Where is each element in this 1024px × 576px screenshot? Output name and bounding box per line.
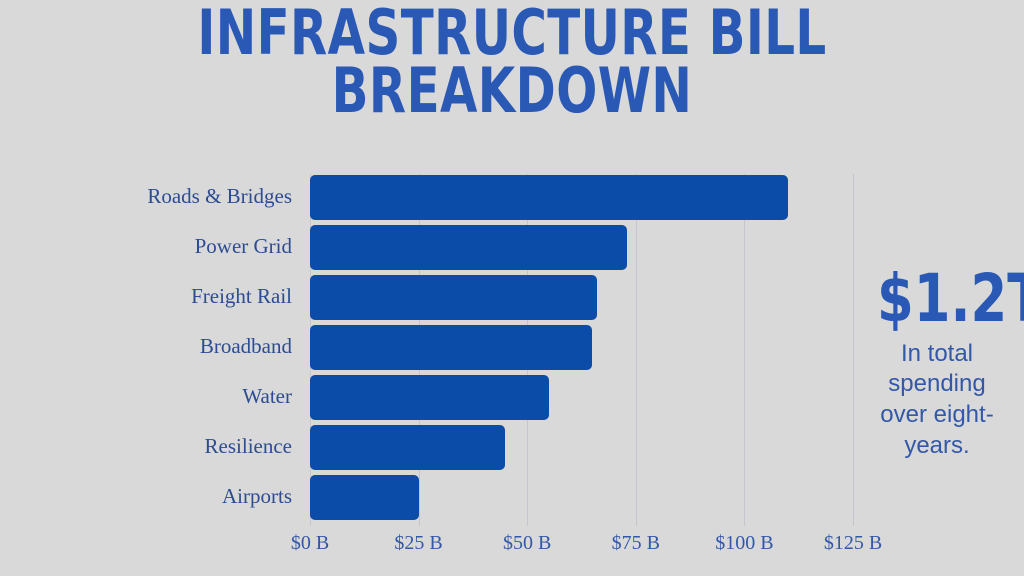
x-tick-label: $75 B (611, 532, 660, 554)
bar-row: Freight Rail (191, 274, 853, 324)
gridline (853, 174, 854, 526)
bar-series: Roads & Bridges Power Grid Freight Rail Bro… (147, 174, 853, 526)
x-tick-label: $125 B (823, 532, 883, 554)
page-title: INFRASTRUCTURE BILL BREAKDOWN (0, 0, 1024, 128)
bar[interactable] (310, 275, 597, 320)
bar[interactable] (310, 225, 628, 270)
total-note: In total spending over eight-years. (880, 339, 994, 459)
x-tick-label: $0 B (290, 532, 330, 554)
category-label: Power Grid (194, 234, 292, 258)
bar[interactable] (310, 425, 506, 470)
category-label: Airports (222, 484, 292, 508)
x-axis: $0 B $25 B $50 B $75 B $100 B $125 B (291, 526, 882, 566)
bar-row: Roads & Bridges (147, 174, 853, 224)
bar[interactable] (310, 175, 788, 220)
category-label: Water (242, 384, 292, 408)
gridline (635, 174, 637, 526)
plot-area: Roads & Bridges Power Grid Freight Rail Bro… (147, 174, 854, 526)
bar-row: Airports (222, 474, 853, 524)
bar[interactable] (310, 375, 549, 420)
bar-chart: Roads & Bridges Power Grid Freight Rail Bro… (0, 160, 1024, 576)
x-tick-label: $100 B (715, 532, 774, 554)
bar-row: Resilience (205, 424, 853, 474)
x-tick-label: $25 B (394, 532, 443, 554)
category-label: Freight Rail (191, 284, 292, 308)
x-tick-label: $50 B (503, 532, 552, 554)
category-label: Broadband (199, 334, 292, 358)
bar-row: Water (242, 374, 853, 424)
bar-row: Broadband (200, 324, 853, 374)
gridline (744, 174, 746, 526)
title-line-1: INFRASTRUCTURE BILL (197, 0, 827, 69)
bar-row: Power Grid (195, 224, 853, 274)
total-amount: $1.2T (877, 260, 1024, 337)
category-label: Roads & Bridges (147, 184, 292, 208)
total-callout: $1.2T In total spending over eight-years… (862, 260, 1024, 462)
bar[interactable] (310, 475, 419, 520)
title-line-2: BREAKDOWN (331, 54, 693, 128)
category-label: Resilience (204, 434, 292, 458)
bar[interactable] (310, 325, 593, 370)
